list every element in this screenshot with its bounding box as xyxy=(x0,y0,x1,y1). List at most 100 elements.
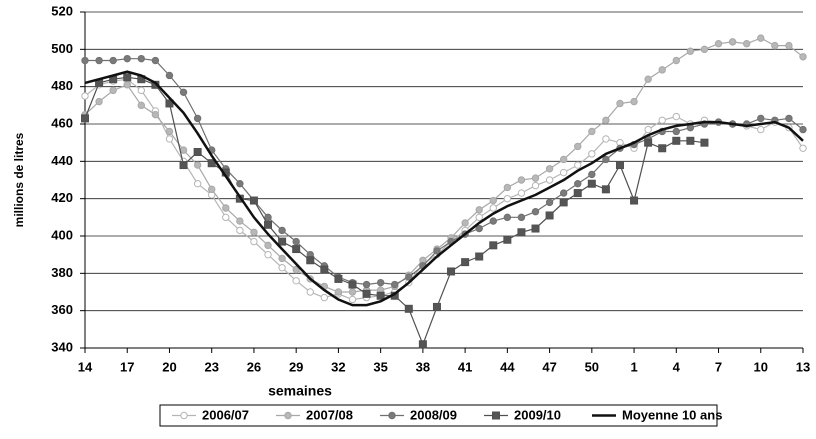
marker xyxy=(545,176,554,184)
legend-marker xyxy=(284,411,292,420)
marker xyxy=(517,176,526,184)
marker xyxy=(207,159,216,168)
marker xyxy=(433,247,441,255)
marker xyxy=(391,280,399,289)
marker xyxy=(461,219,469,227)
x-tick-label: 7 xyxy=(715,359,722,374)
marker xyxy=(236,180,244,188)
marker xyxy=(672,136,681,145)
marker xyxy=(475,224,483,233)
marker xyxy=(165,135,174,143)
marker xyxy=(264,250,272,259)
marker xyxy=(475,206,483,214)
marker xyxy=(771,41,779,50)
marker xyxy=(348,280,357,289)
marker xyxy=(559,189,568,197)
marker xyxy=(264,220,273,229)
marker xyxy=(236,217,244,225)
marker xyxy=(573,189,582,198)
series-line xyxy=(84,78,804,301)
marker xyxy=(137,54,146,63)
marker xyxy=(799,125,807,134)
series-line xyxy=(84,76,705,346)
marker xyxy=(503,213,512,222)
marker xyxy=(95,56,103,65)
marker xyxy=(404,304,413,313)
x-tick-label: 50 xyxy=(585,359,599,374)
marker xyxy=(292,237,300,246)
marker xyxy=(165,127,174,136)
legend-label: 2009/10 xyxy=(514,407,561,422)
marker xyxy=(179,161,188,170)
marker xyxy=(686,136,695,145)
marker xyxy=(658,144,667,153)
x-tick-label: 20 xyxy=(162,359,176,374)
marker xyxy=(348,288,357,296)
marker xyxy=(222,213,230,222)
marker xyxy=(405,273,413,281)
marker xyxy=(574,161,582,169)
marker xyxy=(517,213,526,222)
y-tick-label: 360 xyxy=(51,302,73,317)
marker xyxy=(151,110,160,119)
marker xyxy=(376,291,385,300)
marker xyxy=(601,185,610,194)
marker xyxy=(306,288,314,296)
legend-marker xyxy=(492,411,500,420)
marker xyxy=(602,155,610,164)
legend-label: Moyenne 10 ans xyxy=(622,407,722,422)
y-tick-label: 380 xyxy=(51,265,73,280)
marker xyxy=(81,92,89,100)
x-tick-label: 41 xyxy=(458,359,472,374)
legend-marker xyxy=(180,411,188,420)
marker xyxy=(785,114,793,123)
marker xyxy=(292,245,301,254)
marker xyxy=(615,161,624,170)
marker xyxy=(616,99,624,108)
marker xyxy=(264,213,272,222)
marker xyxy=(123,73,132,82)
marker xyxy=(644,75,652,83)
y-tick-label: 420 xyxy=(51,190,73,205)
y-tick-label: 500 xyxy=(51,41,73,56)
x-tick-label: 32 xyxy=(331,359,345,374)
marker xyxy=(559,168,568,177)
marker xyxy=(193,180,202,188)
marker xyxy=(278,226,286,235)
x-tick-label: 38 xyxy=(416,359,430,374)
marker xyxy=(236,226,244,235)
marker xyxy=(644,138,653,147)
y-tick-label: 440 xyxy=(51,153,73,168)
marker xyxy=(588,170,596,179)
marker xyxy=(320,293,329,302)
marker xyxy=(602,116,610,124)
marker xyxy=(193,148,202,156)
marker xyxy=(728,38,737,46)
marker xyxy=(672,112,680,121)
marker xyxy=(602,135,610,143)
series-line xyxy=(84,37,804,293)
marker xyxy=(588,150,596,158)
marker xyxy=(278,264,286,272)
marker xyxy=(208,185,216,194)
x-tick-label: 17 xyxy=(120,359,134,374)
marker xyxy=(222,204,230,212)
legend-label: 2007/08 xyxy=(306,407,353,422)
marker xyxy=(165,99,174,108)
marker xyxy=(658,116,666,124)
x-tick-label: 26 xyxy=(247,359,261,374)
marker xyxy=(193,114,202,123)
marker xyxy=(418,340,427,349)
marker xyxy=(95,97,103,106)
marker xyxy=(785,41,793,50)
marker xyxy=(630,97,638,106)
marker xyxy=(630,196,639,205)
y-tick-label: 460 xyxy=(51,115,73,130)
legend-label: 2006/07 xyxy=(202,407,249,422)
marker xyxy=(249,196,258,205)
marker xyxy=(334,288,343,296)
marker xyxy=(714,40,723,48)
marker xyxy=(475,213,483,222)
x-tick-label: 1 xyxy=(630,359,637,374)
